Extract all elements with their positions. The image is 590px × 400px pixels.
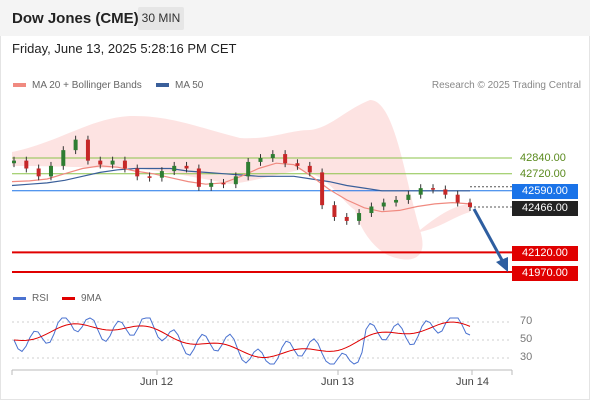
candle-body [147,176,152,178]
rsi-ma-legend: 9MA [62,293,102,304]
ma20-line [11,162,471,213]
candle-body [110,160,115,165]
candle-body [258,158,263,162]
timestamp: Friday, June 13, 2025 5:28:16 PM CET [12,41,237,56]
candle-body [307,165,312,173]
candle-body [233,176,238,185]
candle-body [98,160,103,165]
legend-ma50: MA 50 [156,80,203,91]
candle-body [24,160,29,169]
x-label-jun14: Jun 14 [456,376,490,388]
bollinger-band [12,100,423,260]
candle-body [283,154,288,164]
rsi-ma-legend-swatch [62,296,75,300]
candle-body [344,216,349,221]
candle-body [381,202,386,207]
candle-body [159,171,164,178]
ma50-line [11,167,470,192]
rsi-level-50: 50 [520,333,533,345]
candle-body [394,199,399,203]
rsi-level-30: 30 [520,351,533,363]
candle-body [418,188,423,195]
legend-ma50-label: MA 50 [175,80,204,91]
instrument-title: Dow Jones (CME) [12,10,139,27]
candle-body [73,139,78,151]
bollinger-band-tail [420,204,470,232]
candle-body [246,161,251,177]
rsi-level-70: 70 [520,315,533,327]
candle-body [209,182,214,187]
candle-body [455,194,460,203]
forecast-arrow-shaft [472,208,505,263]
x-label-jun13: Jun 13 [321,376,355,388]
legend-ma20-label: MA 20 + Bollinger Bands [32,80,142,91]
candle-body [406,194,411,200]
candle-body [357,213,362,221]
research-credit: Research © 2025 Trading Central [431,80,581,91]
legend-ma20-swatch [13,83,26,88]
resistance-2-label: 42840.00 [520,152,566,164]
support-1-badge: 42120.00 [512,246,578,261]
candle-body [122,160,127,169]
candle-body [85,139,90,161]
timeframe-badge[interactable]: 30 MIN [138,7,184,30]
candle-body [332,205,337,217]
legend-ma20: MA 20 + Bollinger Bands [13,80,142,91]
current-price-badge: 42466.00 [512,201,578,216]
candle-body [184,165,189,169]
legend-ma50-swatch [156,83,169,88]
support-2-badge: 41970.00 [512,266,578,281]
candle-body [443,189,448,195]
candle-body [221,182,226,185]
rsi-legend: RSI [13,293,49,304]
forecast-arrow-head [496,257,508,272]
pivot-badge: 42590.00 [512,184,578,199]
resistance-1-label: 42720.00 [520,168,566,180]
x-label-jun12: Jun 12 [140,376,174,388]
candle-body [12,160,16,164]
candle-body [61,150,66,166]
candle-body [431,188,436,190]
rsi-legend-swatch [13,296,26,300]
rsi-ma-line [13,321,471,358]
candle-body [320,172,325,206]
candle-body [295,163,300,166]
candle-body [468,202,472,208]
rsi-line [13,317,471,365]
candle-body [135,168,140,177]
rsi-ma-legend-label: 9MA [81,293,102,304]
candle-body [172,165,177,172]
candle-body [196,168,201,187]
header-bar: Dow Jones (CME) 30 MIN [0,0,590,36]
candle-body [270,154,275,158]
rsi-legend-label: RSI [32,293,49,304]
candle-body [36,168,41,177]
candle-body [369,206,374,214]
candle-body [48,165,53,177]
